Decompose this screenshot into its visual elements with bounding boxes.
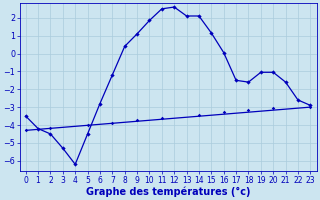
X-axis label: Graphe des températures (°c): Graphe des températures (°c)	[86, 186, 250, 197]
